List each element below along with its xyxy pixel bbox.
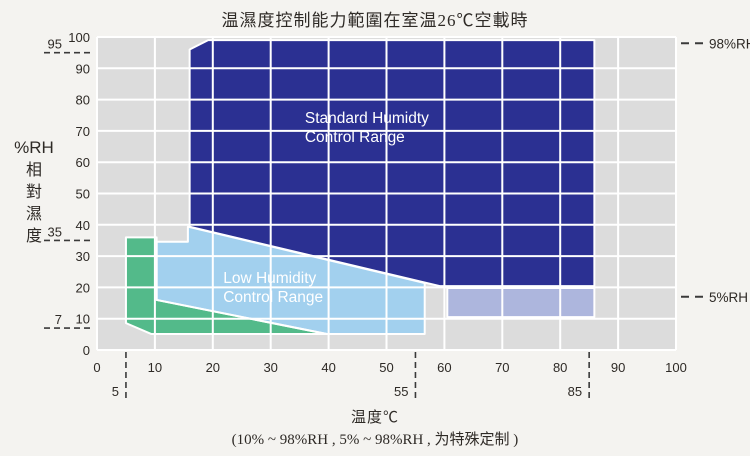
region-label-standard-humidity-control-range: Standard Humidty xyxy=(305,110,429,127)
x-tick-label: 50 xyxy=(379,360,393,375)
x-tick-label: 30 xyxy=(263,360,277,375)
y-axis-label-char: 相 xyxy=(25,162,42,179)
chart-title: 温濕度控制能力範圍在室温26℃空載時 xyxy=(221,11,529,30)
x-tick-label: 70 xyxy=(495,360,509,375)
right-marker-label: 98%RH xyxy=(709,36,750,51)
y-tick-label: 50 xyxy=(76,187,90,202)
y-guide-label: 95 xyxy=(48,37,62,52)
y-tick-label: 10 xyxy=(76,312,90,327)
y-axis-label-cjk: 相對濕度 xyxy=(6,160,62,248)
y-axis-label-char: 度 xyxy=(25,228,42,245)
region-label-low-humidity-control-range: Control Range xyxy=(223,289,323,306)
region-low-humidity-control-range xyxy=(156,226,425,335)
region-outline-special-order-band xyxy=(446,287,596,319)
y-tick-label: 20 xyxy=(76,280,90,295)
x-tick-label: 40 xyxy=(321,360,335,375)
region-special-order-band xyxy=(447,288,595,318)
y-tick-label: 80 xyxy=(76,93,90,108)
x-guide-label: 55 xyxy=(394,384,408,399)
x-tick-label: 80 xyxy=(553,360,567,375)
y-axis-label-rh: %RH xyxy=(14,138,54,157)
right-marker-label: 5%RH xyxy=(709,290,748,305)
x-tick-label: 100 xyxy=(665,360,687,375)
y-tick-label: 70 xyxy=(76,124,90,139)
x-tick-label: 90 xyxy=(611,360,625,375)
y-tick-label: 40 xyxy=(76,218,90,233)
region-label-low-humidity-control-range: Low Humidity xyxy=(223,270,316,287)
region-outline-standard-humidity-control-range xyxy=(188,39,596,288)
x-axis-label: 温度℃ xyxy=(350,410,399,426)
region-outline-green-extended-low-range xyxy=(124,236,328,336)
region-label-standard-humidity-control-range: Control Range xyxy=(305,129,405,146)
x-tick-label: 0 xyxy=(93,360,100,375)
y-tick-label: 0 xyxy=(83,343,90,358)
y-tick-label: 30 xyxy=(76,249,90,264)
y-guide-label: 35 xyxy=(48,224,62,239)
y-axis-label-char: 濕 xyxy=(25,206,42,223)
y-tick-label: 60 xyxy=(76,155,90,170)
y-axis-label-char: 對 xyxy=(25,184,42,201)
y-guide-label: 7 xyxy=(55,312,62,327)
x-tick-label: 60 xyxy=(437,360,451,375)
y-tick-label: 90 xyxy=(76,61,90,76)
footnote: (10% ~ 98%RH , 5% ~ 98%RH , 为特殊定制 ) xyxy=(231,432,519,448)
x-tick-label: 10 xyxy=(148,360,162,375)
x-guide-label: 85 xyxy=(568,384,582,399)
x-guide-label: 5 xyxy=(112,384,119,399)
region-green-extended-low-range xyxy=(125,237,327,335)
y-tick-label: 100 xyxy=(68,30,90,45)
x-tick-label: 20 xyxy=(206,360,220,375)
